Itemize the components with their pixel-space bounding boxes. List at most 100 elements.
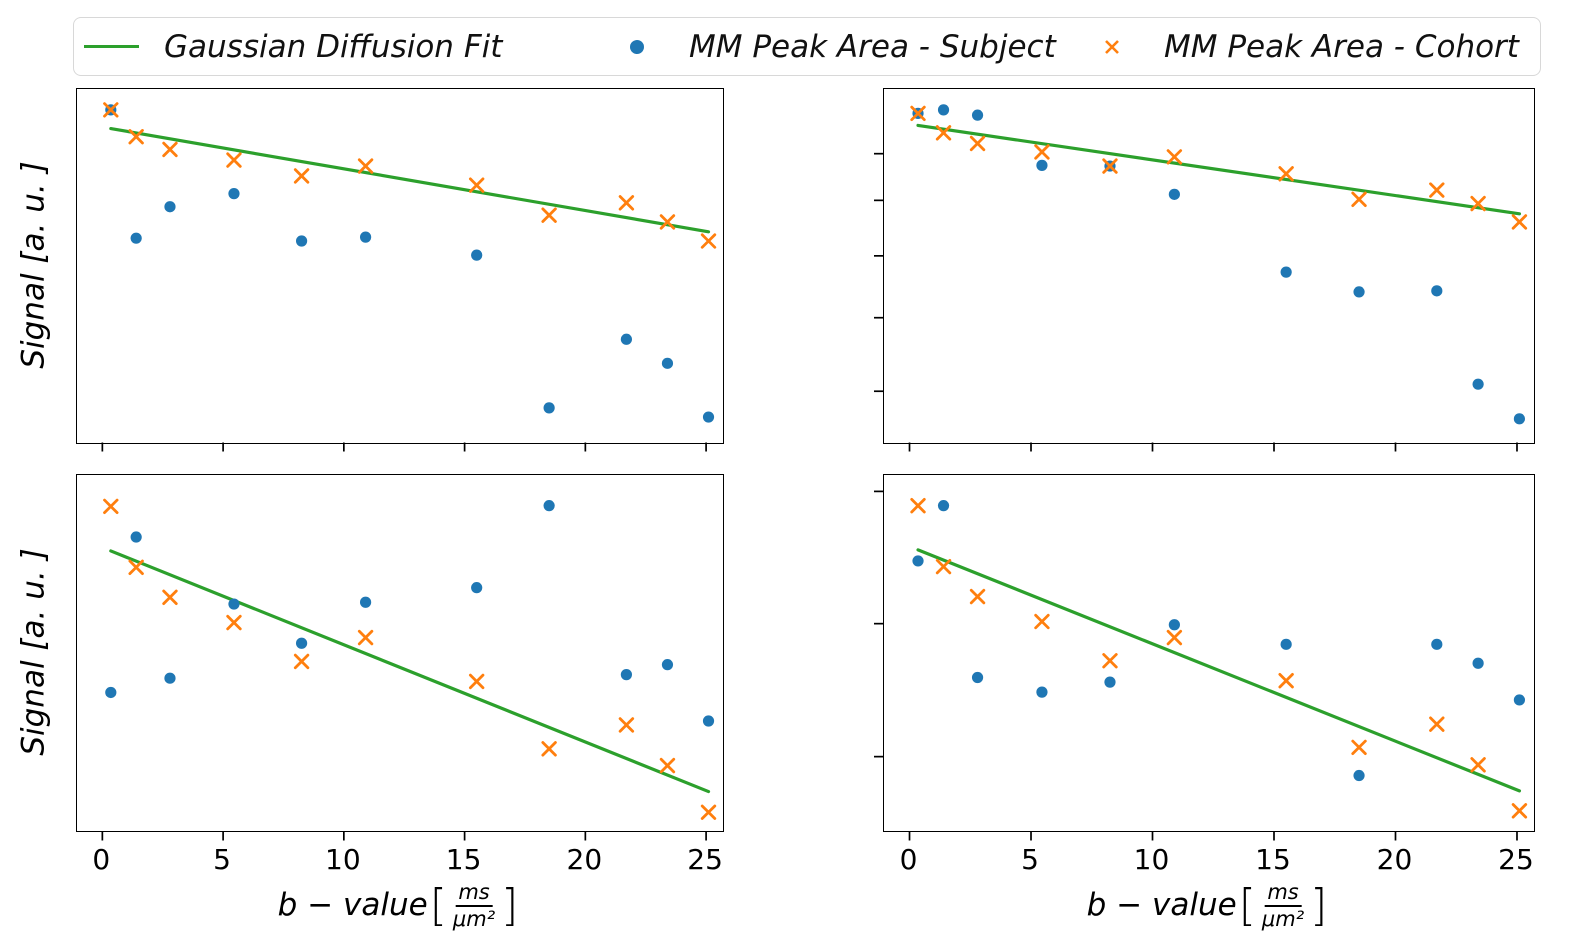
subject-marker — [912, 554, 924, 567]
subject-marker — [937, 104, 950, 116]
subject-marker — [1513, 413, 1526, 425]
cohort-marker — [541, 740, 557, 756]
x-axis-title-close-bracket: ] — [501, 879, 519, 931]
cohort-marker — [1511, 802, 1528, 819]
subject-marker — [164, 201, 176, 213]
cohort-marker — [1166, 149, 1183, 165]
cohort-marker — [162, 589, 178, 605]
cohort-marker — [618, 716, 635, 733]
subject-marker — [1036, 686, 1048, 698]
legend-label-fit: Gaussian Diffusion Fit — [164, 28, 503, 65]
legend-item-fit: Gaussian Diffusion Fit — [84, 18, 502, 75]
subject-marker — [1472, 657, 1484, 669]
cohort-marker — [357, 629, 374, 645]
cohort-marker — [700, 233, 717, 249]
cohort-marker — [1351, 739, 1367, 755]
subject-marker — [1104, 676, 1116, 688]
x-tick-label: 5 — [213, 843, 232, 876]
subject-marker — [1036, 159, 1048, 171]
cohort-marker — [1102, 158, 1118, 174]
subject-marker — [359, 596, 372, 608]
cohort-marker — [128, 559, 144, 575]
cohort-marker — [1278, 166, 1294, 182]
plot-bottom-left — [76, 473, 724, 840]
x-axis-title-prefix: b − value — [1086, 887, 1237, 924]
cohort-marker — [1470, 756, 1486, 773]
subject-marker — [471, 581, 483, 593]
x-tick-label: 20 — [566, 843, 603, 876]
subject-marker — [620, 333, 633, 345]
fit-line — [916, 547, 1522, 792]
subject-marker — [1431, 285, 1443, 297]
cohort-x-icon — [1104, 39, 1119, 54]
cohort-marker — [103, 102, 119, 118]
subject-marker — [937, 499, 950, 511]
x-axis-title-open-bracket: [ — [429, 879, 447, 931]
subject-marker — [228, 597, 240, 610]
cohort-marker — [700, 804, 717, 820]
plot-canvas-top-right — [874, 104, 1528, 452]
cohort-marker — [1470, 195, 1486, 212]
x-tick-label: 25 — [687, 843, 723, 876]
subject-marker — [702, 714, 715, 727]
subject-marker — [130, 232, 142, 244]
cohort-marker — [103, 498, 119, 514]
subject-marker — [359, 231, 372, 243]
subject-marker — [971, 671, 984, 683]
x-tick-label: 25 — [1498, 843, 1534, 876]
cohort-marker — [969, 135, 986, 152]
subject-marker — [1431, 638, 1443, 650]
fit-line-icon — [84, 45, 139, 48]
subject-marker — [661, 658, 674, 670]
x-axis-title-left: b − value [ ms μm² ] — [278, 880, 521, 931]
cohort-marker — [1429, 182, 1445, 198]
cohort-marker — [1351, 191, 1367, 207]
fit-line — [109, 548, 711, 793]
cohort-marker — [541, 207, 557, 223]
plot-top-right — [874, 88, 1535, 452]
subject-marker — [1472, 378, 1484, 390]
x-axis-title-close-bracket: ] — [1310, 879, 1328, 931]
cohort-marker — [618, 195, 635, 211]
subject-marker — [971, 109, 984, 121]
cohort-marker — [226, 614, 242, 630]
subject-marker — [543, 402, 555, 414]
x-axis-title-fraction: ms μm² — [452, 880, 496, 932]
y-axis-label-top-row: Signal [a. u. ] — [15, 161, 52, 369]
x-axis-title-fraction: ms μm² — [1261, 880, 1305, 932]
subject-marker — [1280, 266, 1292, 278]
legend-label-subject: MM Peak Area - Subject — [689, 28, 1056, 65]
cohort-marker — [659, 757, 676, 773]
x-tick-label: 15 — [445, 843, 482, 876]
subject-marker — [702, 411, 715, 423]
subject-marker — [105, 686, 117, 698]
x-tick-label: 5 — [1021, 843, 1039, 876]
subject-marker — [228, 188, 240, 200]
cohort-marker — [935, 125, 952, 141]
cohort-marker — [1102, 652, 1118, 668]
y-axis-label-bottom-row: Signal [a. u. ] — [15, 548, 52, 756]
subject-marker — [164, 672, 176, 684]
subject-marker — [1353, 286, 1365, 298]
cohort-marker — [293, 653, 310, 669]
cohort-marker — [293, 168, 310, 184]
subject-marker — [1353, 769, 1365, 781]
subject-marker — [471, 249, 483, 261]
subject-marker — [1513, 693, 1526, 706]
subject-marker — [620, 668, 633, 680]
subject-marker — [1168, 618, 1180, 630]
fit-line — [109, 126, 711, 234]
cohort-marker — [1166, 629, 1183, 645]
x-tick-label: 10 — [325, 843, 361, 876]
cohort-marker — [468, 177, 485, 193]
cohort-marker — [468, 673, 485, 689]
legend-item-subject: MM Peak Area - Subject — [609, 18, 1056, 75]
cohort-marker — [1511, 214, 1528, 230]
x-tick-label: 20 — [1376, 843, 1413, 876]
x-axis-title-open-bracket: [ — [1238, 879, 1256, 931]
cohort-marker — [1034, 613, 1050, 629]
subject-marker — [543, 499, 555, 511]
cohort-marker — [910, 105, 926, 122]
fit-line — [916, 123, 1522, 216]
